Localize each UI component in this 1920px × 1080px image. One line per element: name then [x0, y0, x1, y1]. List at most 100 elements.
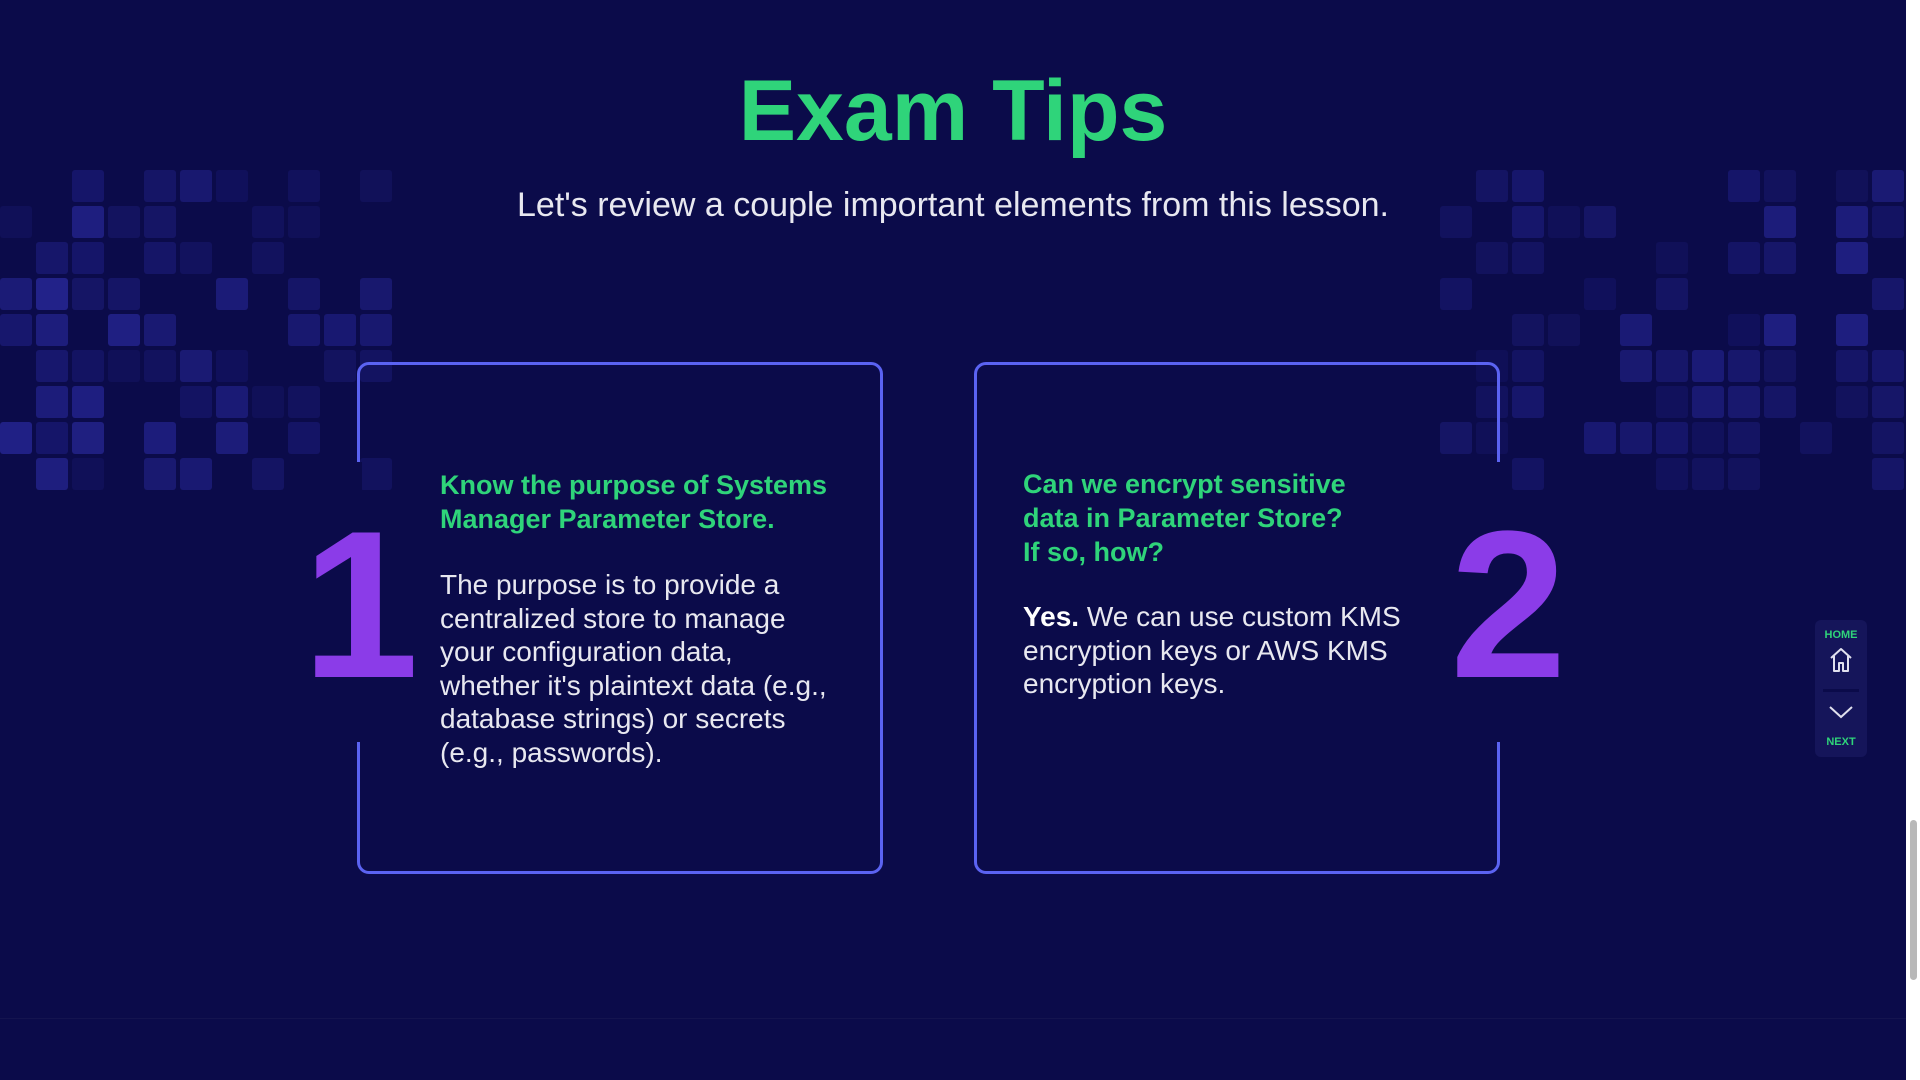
- decorative-pixel: [1440, 278, 1472, 310]
- page-title: Exam Tips: [738, 63, 1168, 159]
- decorative-pixel: [360, 458, 392, 490]
- decorative-pixel: [1836, 170, 1868, 202]
- decorative-pixel: [1872, 206, 1904, 238]
- decorative-pixel: [1728, 242, 1760, 274]
- decorative-pixel: [36, 278, 68, 310]
- card-border-gap: [1493, 462, 1503, 742]
- next-label[interactable]: NEXT: [1826, 736, 1856, 748]
- home-label[interactable]: HOME: [1824, 629, 1858, 641]
- tip-number-2: 2: [1450, 487, 1567, 722]
- scrollbar-thumb[interactable]: [1910, 820, 1917, 980]
- decorative-pixel: [72, 278, 104, 310]
- decorative-pixel: [144, 422, 176, 454]
- decorative-pixel: [216, 350, 248, 382]
- decorative-pixel: [1764, 386, 1796, 418]
- decorative-pixel: [1764, 350, 1796, 382]
- decorative-pixel: [108, 314, 140, 346]
- divider: [0, 1018, 1906, 1019]
- decorative-pixel: [1656, 422, 1688, 454]
- decorative-pixel: [1512, 170, 1544, 202]
- decorative-pixel-pattern-left: [0, 170, 460, 490]
- home-icon[interactable]: [1828, 646, 1854, 674]
- decorative-pixel: [108, 206, 140, 238]
- decorative-pixel: [36, 386, 68, 418]
- decorative-pixel: [1728, 386, 1760, 418]
- decorative-pixel: [180, 458, 212, 490]
- decorative-pixel: [180, 386, 212, 418]
- decorative-pixel: [1656, 458, 1688, 490]
- decorative-pixel: [252, 386, 284, 418]
- decorative-pixel: [288, 422, 320, 454]
- decorative-pixel: [1620, 314, 1652, 346]
- page-subtitle: Let's review a couple important elements…: [517, 186, 1389, 224]
- decorative-pixel: [1872, 170, 1904, 202]
- decorative-pixel: [1620, 350, 1652, 382]
- decorative-pixel: [360, 278, 392, 310]
- decorative-pixel: [36, 242, 68, 274]
- decorative-pixel: [1512, 386, 1544, 418]
- decorative-pixel: [1512, 350, 1544, 382]
- decorative-pixel: [72, 458, 104, 490]
- decorative-pixel: [180, 242, 212, 274]
- decorative-pixel: [1656, 278, 1688, 310]
- decorative-pixel: [1656, 242, 1688, 274]
- decorative-pixel: [324, 314, 356, 346]
- decorative-pixel: [288, 278, 320, 310]
- decorative-pixel: [72, 386, 104, 418]
- tip-2-answer-text: We can use custom KMS encryption keys or…: [1023, 601, 1401, 699]
- chevron-down-icon[interactable]: [1828, 702, 1854, 722]
- decorative-pixel: [288, 206, 320, 238]
- decorative-pixel: [324, 350, 356, 382]
- decorative-pixel: [0, 206, 32, 238]
- decorative-pixel: [36, 350, 68, 382]
- decorative-pixel: [1872, 278, 1904, 310]
- decorative-pixel: [1512, 314, 1544, 346]
- tip-2-body: Yes. We can use custom KMS encryption ke…: [1023, 600, 1443, 701]
- decorative-pixel: [108, 278, 140, 310]
- decorative-pixel: [252, 458, 284, 490]
- decorative-pixel: [1440, 206, 1472, 238]
- decorative-pixel: [36, 314, 68, 346]
- decorative-pixel: [216, 170, 248, 202]
- decorative-pixel: [72, 422, 104, 454]
- decorative-pixel: [1548, 206, 1580, 238]
- decorative-pixel: [216, 386, 248, 418]
- slide-navigation: HOME NEXT: [1815, 620, 1867, 757]
- card-border-gap: [352, 462, 362, 742]
- decorative-pixel: [288, 386, 320, 418]
- tip-1-heading: Know the purpose of Systems Manager Para…: [440, 470, 828, 534]
- decorative-pixel: [36, 458, 68, 490]
- tip-2-heading: Can we encrypt sensitive data in Paramet…: [1023, 467, 1423, 569]
- decorative-pixel: [360, 170, 392, 202]
- decorative-pixel: [180, 350, 212, 382]
- decorative-pixel: [1836, 314, 1868, 346]
- tip-number-1: 1: [302, 487, 419, 722]
- decorative-pixel: [288, 314, 320, 346]
- decorative-pixel: [1728, 350, 1760, 382]
- decorative-pixel: [1512, 242, 1544, 274]
- decorative-pixel: [144, 314, 176, 346]
- decorative-pixel: [1692, 458, 1724, 490]
- decorative-pixel: [1728, 422, 1760, 454]
- decorative-pixel: [180, 170, 212, 202]
- decorative-pixel: [1800, 422, 1832, 454]
- decorative-pixel: [360, 314, 392, 346]
- decorative-pixel: [1476, 170, 1508, 202]
- tip-2-heading-line: data in Parameter Store?: [1023, 503, 1343, 533]
- decorative-pixel: [0, 278, 32, 310]
- decorative-pixel: [72, 170, 104, 202]
- decorative-pixel: [1764, 170, 1796, 202]
- decorative-pixel: [1872, 386, 1904, 418]
- scrollbar[interactable]: [1906, 0, 1920, 1080]
- tip-2-heading-line: If so, how?: [1023, 537, 1164, 567]
- tip-1-body: The purpose is to provide a centralized …: [440, 569, 827, 768]
- decorative-pixel: [252, 242, 284, 274]
- decorative-pixel: [1728, 314, 1760, 346]
- decorative-pixel: [1836, 242, 1868, 274]
- decorative-pixel: [144, 206, 176, 238]
- decorative-pixel: [72, 242, 104, 274]
- tip-2-heading-line: Can we encrypt sensitive: [1023, 469, 1346, 499]
- decorative-pixel: [1872, 458, 1904, 490]
- decorative-pixel: [1764, 314, 1796, 346]
